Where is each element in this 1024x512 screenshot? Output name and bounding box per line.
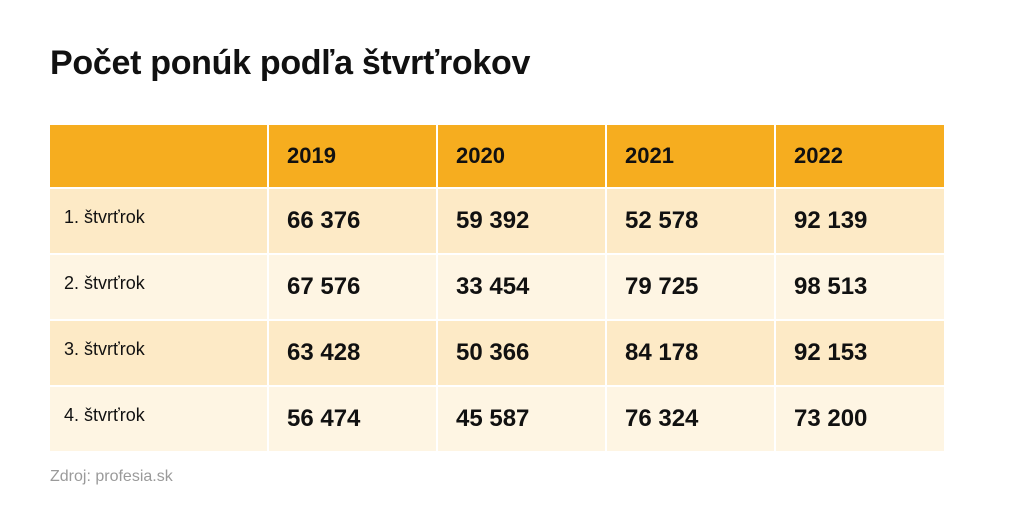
value-cell: 45 587 [438,387,605,451]
value-cell: 98 513 [776,255,944,319]
column-header: 2020 [438,125,605,187]
value-cell: 67 576 [269,255,436,319]
value-cell: 92 139 [776,189,944,253]
source: Zdroj: profesia.sk [50,468,173,485]
value-cell: 79 725 [607,255,774,319]
value-cell: 92 153 [776,321,944,385]
row-label: 1. štvrťrok [50,189,267,253]
value-cell: 56 474 [269,387,436,451]
value-cell: 59 392 [438,189,605,253]
value-cell: 50 366 [438,321,605,385]
value-cell: 73 200 [776,387,944,451]
table: 2019 2020 2021 2022 1. štvrťrok 66 376 59 392 5… [50,125,944,451]
value-cell: 84 178 [607,321,774,385]
column-header: 2019 [269,125,436,187]
row-label: 4. štvrťrok [50,387,267,451]
value-cell: 76 324 [607,387,774,451]
value-cell: 33 454 [438,255,605,319]
column-header: 2021 [607,125,774,187]
header-corner [50,125,267,187]
row-label: 3. štvrťrok [50,321,267,385]
value-cell: 63 428 [269,321,436,385]
value-cell: 52 578 [607,189,774,253]
row-label: 2. štvrťrok [50,255,267,319]
column-header: 2022 [776,125,944,187]
value-cell: 66 376 [269,189,436,253]
title: Počet ponúk podľa štvrťrokov [50,44,531,82]
